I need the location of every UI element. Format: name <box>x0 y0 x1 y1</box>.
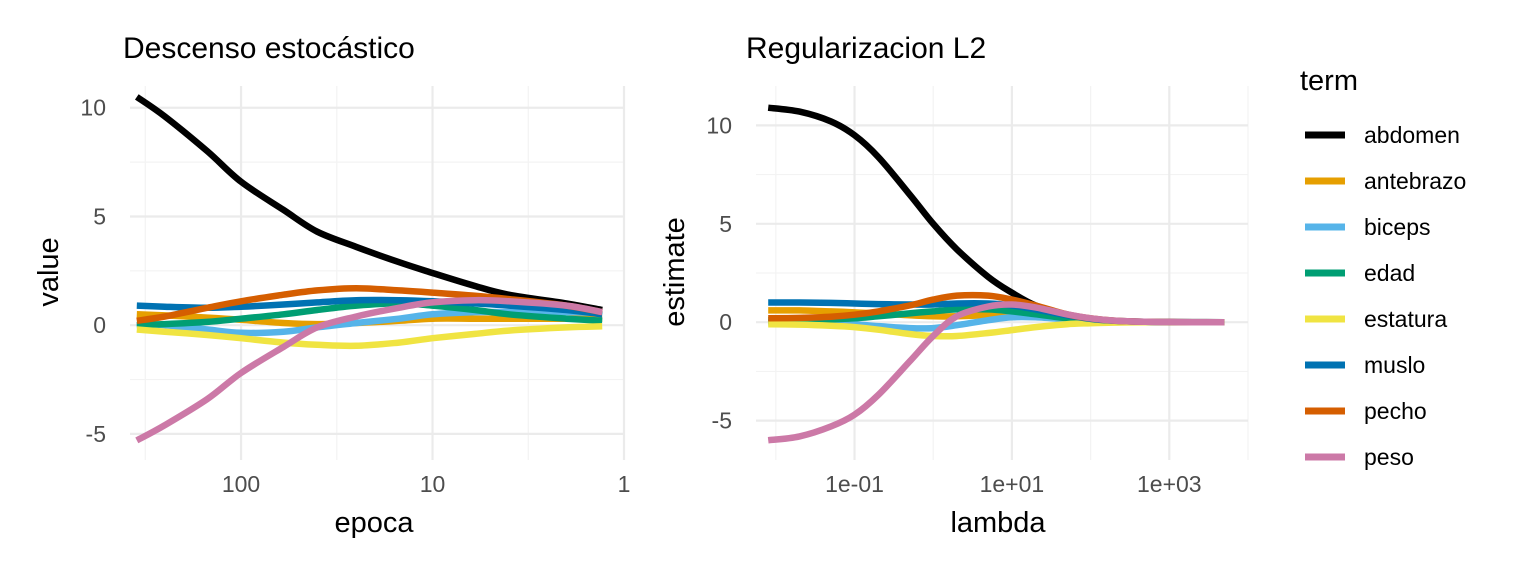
y-tick-label: 0 <box>719 309 732 335</box>
legend-item-biceps: biceps <box>1305 214 1430 240</box>
legend-title: term <box>1300 65 1358 97</box>
legend-item-pecho: pecho <box>1305 398 1427 424</box>
panel-title: Descenso estocástico <box>123 32 415 65</box>
legend-label: edad <box>1364 260 1415 286</box>
series-line-edad <box>136 300 603 329</box>
y-tick-label: 5 <box>93 203 106 229</box>
legend-label: biceps <box>1364 214 1430 240</box>
x-tick-labels: 1e-01 1e+01 1e+03 <box>825 471 1202 497</box>
grid <box>130 86 626 460</box>
y-axis-title: value <box>33 237 65 306</box>
series-line-estatura <box>136 323 603 350</box>
x-tick-label: 1e-01 <box>825 471 884 497</box>
y-tick-labels: -5 0 5 10 <box>80 95 106 447</box>
legend-item-abdomen: abdomen <box>1305 122 1460 148</box>
legend-item-antebrazo: antebrazo <box>1305 168 1466 194</box>
x-tick-label: 100 <box>222 471 260 497</box>
legend-label: antebrazo <box>1364 168 1466 194</box>
x-axis-title: epoca <box>334 507 414 539</box>
legend-item-edad: edad <box>1305 260 1415 286</box>
legend: term abdomen antebrazo biceps edad estatura m… <box>1300 65 1466 470</box>
series-line-peso <box>767 301 1225 444</box>
series-line-peso <box>135 296 603 444</box>
legend-item-peso: peso <box>1305 444 1414 470</box>
legend-label: muslo <box>1364 352 1425 378</box>
x-tick-label: 1e+03 <box>1137 471 1202 497</box>
legend-label: abdomen <box>1364 122 1460 148</box>
x-tick-label: 1 <box>618 471 631 497</box>
x-tick-label: 1e+01 <box>980 471 1045 497</box>
series-lines <box>767 104 1225 444</box>
legend-label: peso <box>1364 444 1414 470</box>
legend-label: estatura <box>1364 306 1447 332</box>
series-line-abdomen <box>767 104 1225 326</box>
y-tick-label: 10 <box>80 95 106 121</box>
x-tick-label: 10 <box>420 471 446 497</box>
series-line-abdomen <box>134 94 603 314</box>
legend-item-estatura: estatura <box>1305 306 1447 332</box>
legend-items: abdomen antebrazo biceps edad estatura muslo p… <box>1305 122 1466 470</box>
panel-regularizacion-l2: Regularizacion L2 -5 0 5 10 1e-01 1e+01 1e+03… <box>659 32 1249 539</box>
y-tick-label: -5 <box>712 408 732 434</box>
y-tick-label: -5 <box>86 421 106 447</box>
y-tick-label: 0 <box>93 312 106 338</box>
grid <box>756 86 1249 460</box>
y-tick-label: 5 <box>719 211 732 237</box>
panel-descenso-estocastico: Descenso estocástico -5 0 5 10 100 10 1 epoca… <box>33 32 630 539</box>
series-lines <box>134 94 603 444</box>
y-axis-title: estimate <box>659 217 691 327</box>
x-axis-title: lambda <box>950 507 1046 539</box>
legend-label: pecho <box>1364 398 1427 424</box>
panel-title: Regularizacion L2 <box>746 32 986 65</box>
x-tick-labels: 100 10 1 <box>222 471 631 497</box>
legend-item-muslo: muslo <box>1305 352 1425 378</box>
y-tick-labels: -5 0 5 10 <box>706 112 732 433</box>
y-tick-label: 10 <box>706 112 732 138</box>
